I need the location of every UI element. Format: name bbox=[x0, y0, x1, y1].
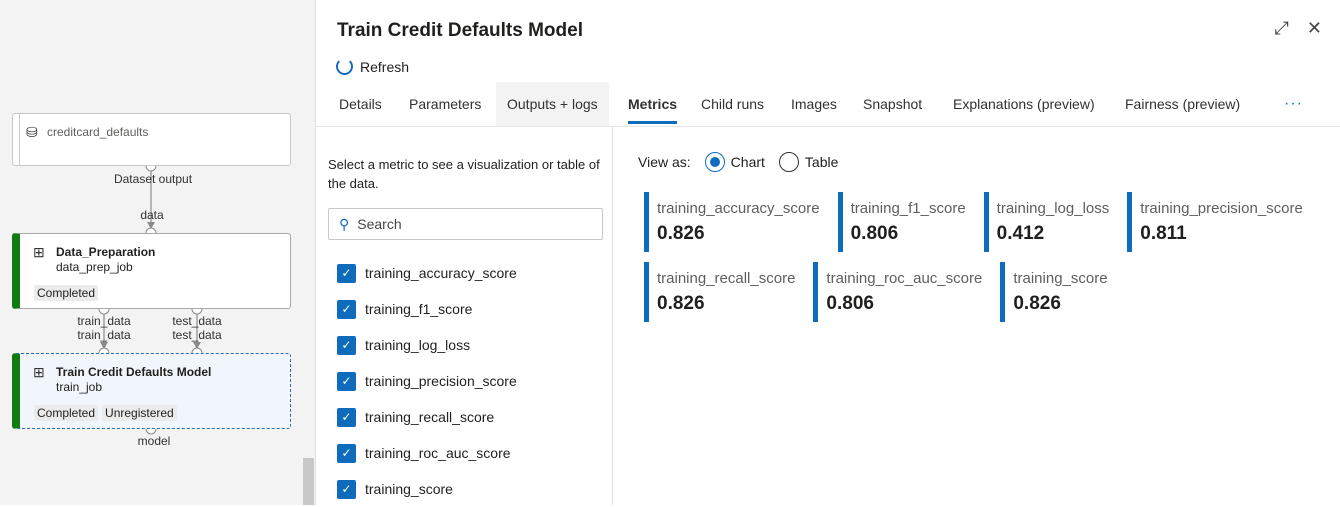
metric-value: 0.811 bbox=[1140, 223, 1187, 244]
component-icon: ⊞ bbox=[33, 364, 45, 380]
run-details-panel: Train Credit Defaults Model ⤢ ✕ Refresh … bbox=[315, 0, 1340, 505]
metric-checkbox-item[interactable]: ✓ training_precision_score bbox=[337, 363, 517, 399]
metric-card: training_log_loss 0.412 bbox=[983, 192, 1118, 252]
table-radio[interactable] bbox=[778, 152, 799, 172]
tab-parameters[interactable]: Parameters bbox=[409, 96, 482, 112]
metric-card: training_roc_auc_score 0.806 bbox=[813, 262, 990, 322]
tab-details[interactable]: Details bbox=[339, 96, 382, 112]
metric-checkbox-item[interactable]: ✓ training_f1_score bbox=[337, 291, 517, 327]
metric-card: training_recall_score 0.826 bbox=[644, 262, 803, 322]
refresh-button[interactable]: Refresh bbox=[336, 58, 409, 75]
metric-checkbox-item[interactable]: ✓ training_roc_auc_score bbox=[337, 435, 517, 471]
metric-name: training_f1_score bbox=[850, 200, 966, 217]
data-preparation-node[interactable]: ⊞ Data_Preparation data_prep_job Complet… bbox=[12, 233, 291, 309]
metric-checkbox-item[interactable]: ✓ training_accuracy_score bbox=[337, 255, 517, 291]
metric-cards: training_accuracy_score 0.826 training_f1_… bbox=[644, 192, 1311, 332]
metric-value: 0.826 bbox=[657, 223, 705, 244]
metric-card: training_f1_score 0.806 bbox=[837, 192, 974, 252]
metric-label: training_accuracy_score bbox=[365, 265, 517, 281]
view-as-group: View as: Chart Table bbox=[638, 152, 839, 172]
metric-label: training_precision_score bbox=[365, 373, 517, 389]
metric-name: training_precision_score bbox=[1140, 200, 1303, 217]
port-label: data bbox=[140, 208, 164, 222]
metric-value: 0.826 bbox=[1013, 293, 1061, 314]
close-icon[interactable]: ✕ bbox=[1306, 18, 1322, 38]
metric-name: training_log_loss bbox=[996, 200, 1110, 217]
metric-card: training_precision_score 0.811 bbox=[1127, 192, 1311, 252]
tab-fairness[interactable]: Fairness (preview) bbox=[1125, 96, 1241, 112]
metric-checkbox-item[interactable]: ✓ training_score bbox=[337, 471, 517, 507]
metric-value: 0.806 bbox=[826, 293, 874, 314]
port-label: train_data bbox=[77, 314, 131, 328]
metric-list: Select a metric to see a visualization o… bbox=[316, 127, 613, 505]
tab-snapshot[interactable]: Snapshot bbox=[863, 96, 923, 112]
checkbox-checked-icon[interactable]: ✓ bbox=[337, 299, 356, 319]
port-label: train_data bbox=[77, 328, 131, 342]
database-icon: ⛁ bbox=[26, 124, 38, 140]
metric-name: training_score bbox=[1013, 270, 1108, 287]
chart-radio[interactable] bbox=[704, 152, 725, 172]
pipeline-canvas[interactable]: ⛁ creditcard_defaults Dataset output dat… bbox=[0, 0, 315, 505]
metric-checkbox-item[interactable]: ✓ training_log_loss bbox=[337, 327, 517, 363]
registration-badge: Unregistered bbox=[102, 405, 177, 421]
tab-explanations[interactable]: Explanations (preview) bbox=[953, 96, 1095, 112]
tab-bar: Details Parameters Outputs + logs Metric… bbox=[316, 82, 1340, 127]
metric-hint: Select a metric to see a visualization o… bbox=[328, 157, 600, 191]
train-model-node[interactable]: ⊞ Train Credit Defaults Model train_job … bbox=[12, 353, 291, 429]
search-input[interactable]: ⚲ Search bbox=[328, 208, 603, 240]
metric-value: 0.826 bbox=[657, 293, 705, 314]
metric-card: training_score 0.826 bbox=[1000, 262, 1115, 322]
tab-images[interactable]: Images bbox=[791, 96, 837, 112]
dataset-node[interactable]: ⛁ creditcard_defaults bbox=[12, 113, 291, 166]
metric-label: training_roc_auc_score bbox=[365, 445, 511, 461]
metric-label: training_score bbox=[365, 481, 453, 497]
metric-label: training_recall_score bbox=[365, 409, 495, 425]
tab-outputs-logs[interactable]: Outputs + logs bbox=[496, 82, 609, 126]
metric-value: 0.806 bbox=[850, 223, 899, 244]
metric-name: training_accuracy_score bbox=[657, 200, 820, 217]
status-badge: Completed bbox=[34, 285, 99, 301]
expand-icon[interactable]: ⤢ bbox=[1274, 18, 1289, 38]
scrollbar[interactable] bbox=[303, 458, 314, 505]
checkbox-checked-icon[interactable]: ✓ bbox=[337, 263, 356, 283]
metric-label: training_f1_score bbox=[365, 301, 473, 317]
port-label: Dataset output bbox=[113, 172, 193, 186]
metric-name: training_recall_score bbox=[657, 270, 796, 287]
metric-value: 0.412 bbox=[996, 223, 1045, 244]
metric-card: training_accuracy_score 0.826 bbox=[644, 192, 828, 252]
checkbox-checked-icon[interactable]: ✓ bbox=[337, 407, 356, 427]
component-icon: ⊞ bbox=[33, 244, 45, 260]
checkbox-checked-icon[interactable]: ✓ bbox=[337, 443, 356, 463]
port-label: test_data bbox=[172, 314, 222, 328]
tab-child-runs[interactable]: Child runs bbox=[701, 96, 765, 112]
metric-label: training_log_loss bbox=[365, 337, 471, 353]
status-badge: Completed bbox=[34, 405, 99, 421]
tab-metrics[interactable]: Metrics bbox=[617, 82, 688, 126]
checkbox-checked-icon[interactable]: ✓ bbox=[337, 371, 356, 391]
checkbox-checked-icon[interactable]: ✓ bbox=[337, 479, 356, 499]
more-tabs-icon[interactable]: ··· bbox=[1284, 95, 1303, 112]
port-label: test_data bbox=[172, 328, 222, 342]
checkbox-checked-icon[interactable]: ✓ bbox=[337, 335, 356, 355]
metric-checkbox-item[interactable]: ✓ training_recall_score bbox=[337, 399, 517, 435]
port-label: model bbox=[137, 434, 171, 448]
refresh-icon bbox=[336, 58, 353, 75]
metric-name: training_roc_auc_score bbox=[826, 270, 983, 287]
search-icon: ⚲ bbox=[339, 215, 350, 232]
panel-title: Train Credit Defaults Model bbox=[337, 20, 583, 41]
